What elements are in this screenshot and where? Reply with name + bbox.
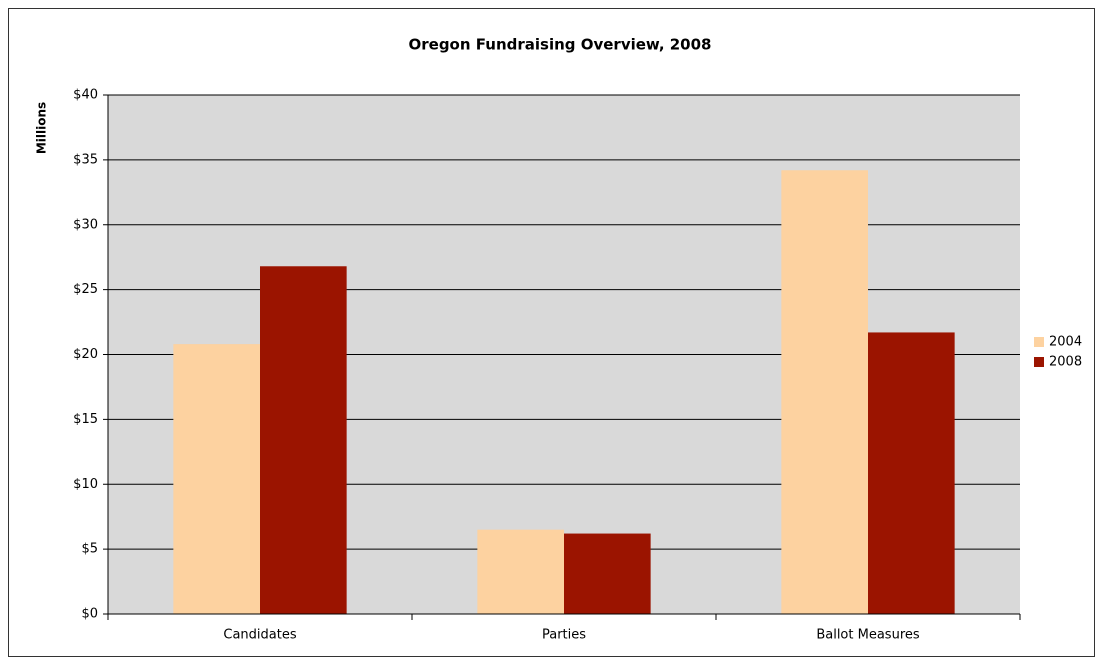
legend-swatch <box>1034 357 1044 367</box>
legend-label: 2004 <box>1049 335 1082 350</box>
bar <box>781 170 868 614</box>
y-tick-label: $10 <box>73 477 98 492</box>
bar <box>564 533 651 614</box>
y-tick-label: $20 <box>73 347 98 362</box>
y-tick-label: $40 <box>73 88 98 103</box>
x-tick-label: Candidates <box>223 628 296 643</box>
y-tick-label: $0 <box>81 607 98 622</box>
y-tick-label: $25 <box>73 282 98 297</box>
x-tick-label: Ballot Measures <box>816 628 920 643</box>
y-tick-label: $5 <box>81 542 98 557</box>
bar <box>868 332 955 614</box>
legend-label: 2008 <box>1049 355 1082 370</box>
legend-swatch <box>1034 337 1044 347</box>
y-tick-label: $35 <box>73 152 98 167</box>
bar <box>173 344 260 614</box>
y-tick-label: $15 <box>73 412 98 427</box>
chart-title: Oregon Fundraising Overview, 2008 <box>409 36 712 54</box>
bar <box>477 529 564 614</box>
y-tick-label: $30 <box>73 217 98 232</box>
bar <box>260 266 347 614</box>
y-axis-label: Millions <box>35 102 49 154</box>
x-tick-label: Parties <box>542 628 586 643</box>
